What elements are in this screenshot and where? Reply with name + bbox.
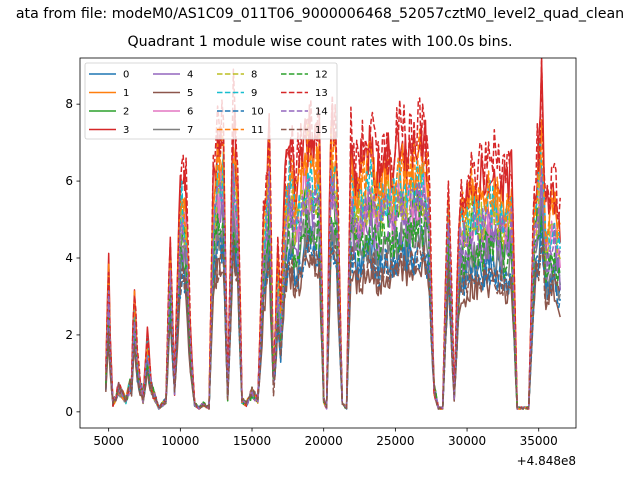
x-tick-label: 15000 [233,434,271,448]
series-line-15 [105,234,561,410]
legend-label-11: 11 [251,125,264,136]
figure-suptitle: ata from file: modeM0/AS1C09_011T06_9000… [15,6,625,22]
series-line-10 [105,215,561,410]
x-axis: 5000 10000 15000 20000 25000 30000 35000 [93,428,558,448]
legend-frame [84,62,338,140]
legend-label-12: 12 [315,70,328,81]
legend-label-4: 4 [187,70,193,81]
x-tick-label: 35000 [520,434,558,448]
legend-label-15: 15 [315,125,328,136]
legend-label-7: 7 [187,125,193,136]
x-tick-label: 25000 [376,434,414,448]
legend-label-1: 1 [123,88,129,99]
y-tick-label: 6 [65,174,73,188]
legend-label-3: 3 [123,125,129,136]
legend-label-0: 0 [123,70,129,81]
y-tick-label: 0 [65,405,73,419]
y-tick-label: 2 [65,328,73,342]
y-tick-label: 4 [65,251,73,265]
x-tick-label: 20000 [305,434,343,448]
series-line-11 [105,121,561,410]
series-lines [105,58,561,410]
legend-label-8: 8 [251,70,257,81]
legend-label-14: 14 [315,107,328,118]
series-line-14 [105,164,561,410]
chart-title: Quadrant 1 module wise count rates with … [127,34,513,50]
x-axis-offset-label: +4.848e8 [517,454,576,468]
y-axis: 0 2 4 6 8 [65,97,80,419]
legend-label-5: 5 [187,88,193,99]
x-tick-label: 5000 [93,434,124,448]
y-tick-label: 8 [65,97,73,111]
series-line-13 [105,58,561,410]
legend-label-6: 6 [187,107,193,118]
plot-frame [79,57,577,429]
x-tick-label: 10000 [161,434,199,448]
legend-label-13: 13 [315,88,328,99]
x-tick-label: 30000 [448,434,486,448]
legend-label-9: 9 [251,88,257,99]
series-line-12 [105,203,561,410]
legend-label-2: 2 [123,107,129,118]
legend-label-10: 10 [251,107,264,118]
